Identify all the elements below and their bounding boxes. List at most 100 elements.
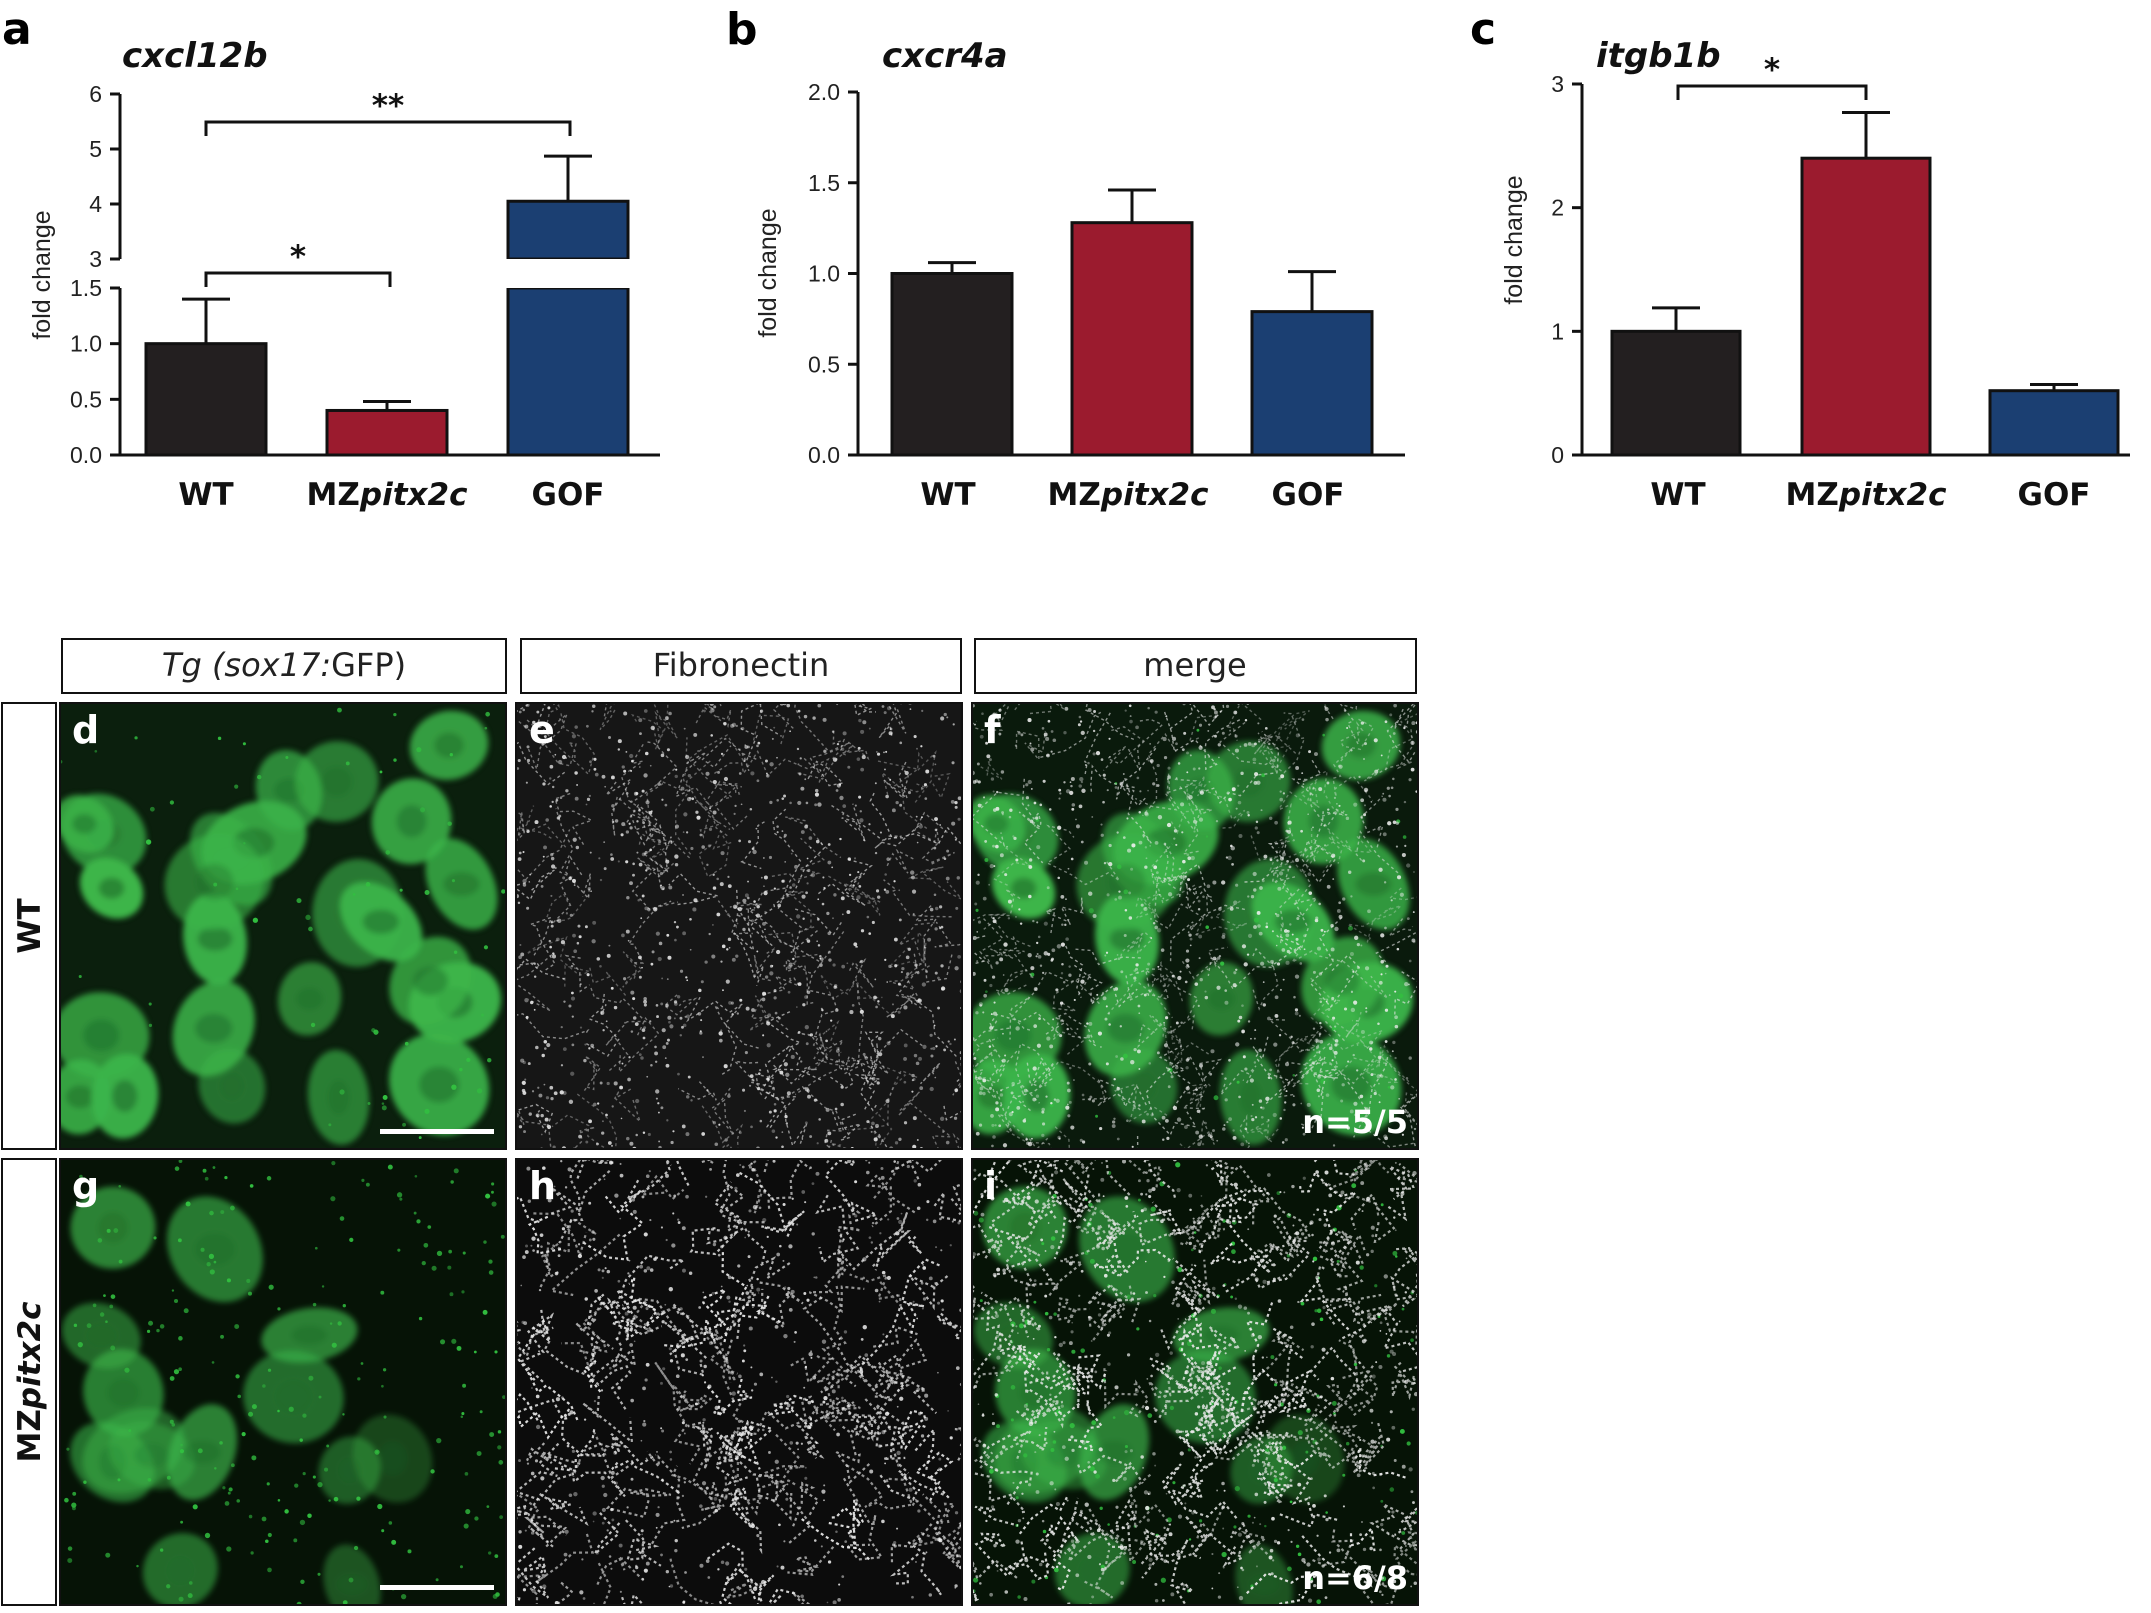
fibronectin-speck <box>995 1101 999 1105</box>
fibronectin-fiber <box>1272 1327 1303 1359</box>
fibronectin-speck <box>840 747 845 751</box>
chart-c-significance: * <box>1676 52 1868 100</box>
fibronectin-speck <box>686 979 689 982</box>
fibronectin-speck <box>576 941 580 945</box>
fibronectin-speck <box>1297 1300 1300 1304</box>
gfp-speck <box>209 1269 215 1275</box>
gfp-speck <box>1380 1499 1384 1503</box>
fibronectin-speck <box>1047 1222 1050 1224</box>
fibronectin-speck <box>868 727 871 730</box>
fibronectin-speck <box>928 1276 933 1281</box>
fibronectin-speck <box>1183 731 1187 735</box>
fibronectin-speck <box>871 920 875 925</box>
fibronectin-fiber <box>1023 1367 1080 1418</box>
fibronectin-speck <box>1273 1395 1277 1398</box>
fibronectin-fiber <box>1288 827 1374 875</box>
fibronectin-speck <box>992 1366 996 1370</box>
fibronectin-speck <box>723 1064 728 1069</box>
fibronectin-speck <box>1384 1008 1389 1012</box>
fibronectin-speck <box>1244 1188 1247 1192</box>
fibronectin-speck <box>1413 871 1415 873</box>
fibronectin-speck <box>687 773 692 778</box>
fibronectin-speck <box>589 760 592 764</box>
fibronectin-speck <box>929 907 934 912</box>
fibronectin-speck <box>1330 1376 1335 1381</box>
fibronectin-fiber <box>1207 947 1276 991</box>
gfp-speck <box>1095 1114 1099 1118</box>
fibronectin-speck <box>1395 845 1399 848</box>
scale-bar-d <box>380 1129 494 1134</box>
fibronectin-speck <box>1334 1039 1339 1043</box>
fibronectin-speck <box>569 1410 574 1415</box>
fibronectin-speck <box>625 830 630 834</box>
gfp-speck <box>178 1159 183 1163</box>
fibronectin-speck <box>982 1091 986 1096</box>
fibronectin-speck <box>917 1411 922 1416</box>
fibronectin-speck <box>571 878 576 883</box>
fibronectin-speck <box>983 993 987 998</box>
fibronectin-speck <box>1130 1501 1134 1506</box>
fibronectin-speck <box>1211 1286 1216 1291</box>
fibronectin-speck <box>1204 990 1207 993</box>
fibronectin-speck <box>800 1060 803 1063</box>
gfp-speck <box>353 1545 359 1551</box>
cell-nucleus <box>396 804 427 838</box>
fibronectin-speck <box>1226 791 1230 795</box>
fibronectin-speck <box>1401 1110 1405 1115</box>
gfp-speck <box>382 1368 387 1372</box>
fibronectin-speck <box>590 890 592 892</box>
fibronectin-speck <box>1247 895 1250 898</box>
fibronectin-speck <box>917 1509 921 1513</box>
fibronectin-speck <box>554 866 557 870</box>
fibronectin-speck <box>914 963 918 967</box>
fibronectin-speck <box>525 703 530 708</box>
fibronectin-speck <box>925 769 930 774</box>
fibronectin-speck <box>1032 919 1035 923</box>
fibronectin-speck <box>1364 1107 1369 1112</box>
fibronectin-speck <box>897 1010 901 1014</box>
bar-wt-error-bar <box>182 297 230 344</box>
fibronectin-fiber <box>1140 1523 1172 1579</box>
fibronectin-speck <box>805 1042 809 1046</box>
fibronectin-speck <box>949 1042 952 1046</box>
fibronectin-speck <box>806 990 811 995</box>
fibronectin-speck <box>522 1060 526 1065</box>
fibronectin-speck <box>788 977 792 980</box>
fibronectin-speck <box>1041 1110 1045 1114</box>
fibronectin-speck <box>1303 948 1306 951</box>
fibronectin-fiber <box>815 1194 860 1265</box>
fibronectin-fiber <box>631 703 669 750</box>
fibronectin-speck <box>1108 1012 1111 1015</box>
fibronectin-fiber <box>996 1082 1041 1133</box>
fibronectin-speck <box>1278 1034 1282 1037</box>
micrograph-frame <box>59 1158 507 1606</box>
gfp-speck <box>227 1491 231 1495</box>
gfp-speck <box>326 1444 330 1448</box>
fibronectin-speck <box>707 844 711 848</box>
fibronectin-speck <box>1185 1058 1190 1062</box>
fibronectin-fiber <box>1088 1508 1128 1573</box>
gfp-speck <box>251 1455 257 1461</box>
gfp-speck <box>435 1578 439 1582</box>
gfp-speck <box>288 1406 294 1412</box>
fibronectin-speck <box>1167 766 1171 770</box>
fibronectin-speck <box>1144 865 1148 869</box>
fibronectin-speck <box>1229 729 1232 732</box>
fibronectin-speck <box>1060 895 1065 899</box>
fibronectin-speck <box>1121 1159 1127 1164</box>
fibronectin-speck <box>809 1166 812 1169</box>
fibronectin-speck <box>617 1279 621 1283</box>
fibronectin-speck <box>776 831 779 834</box>
fibronectin-speck <box>1192 767 1196 771</box>
fibronectin-speck <box>1188 933 1192 937</box>
fibronectin-fiber <box>717 900 762 929</box>
fibronectin-fiber <box>1160 1306 1205 1351</box>
fibronectin-speck <box>860 767 865 772</box>
fibronectin-fiber <box>1084 703 1135 741</box>
fibronectin-speck <box>1129 1449 1133 1453</box>
fibronectin-speck <box>937 1371 939 1374</box>
fibronectin-fiber <box>750 974 802 1032</box>
fibronectin-speck <box>550 852 554 857</box>
gfp-speck <box>485 711 491 717</box>
fibronectin-speck <box>1315 1275 1320 1280</box>
